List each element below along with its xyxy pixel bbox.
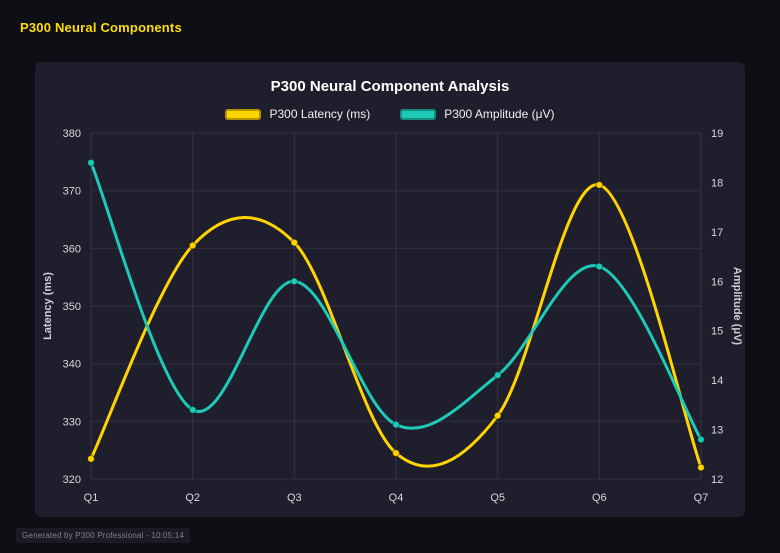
- data-point: [86, 454, 95, 463]
- legend-label: P300 Amplitude (μV): [444, 107, 555, 121]
- right-tick-label: 12: [711, 474, 723, 486]
- right-tick-label: 17: [711, 227, 723, 239]
- series-amplitude: [86, 158, 705, 444]
- x-tick-label: Q3: [287, 492, 302, 504]
- x-tick-label: Q4: [389, 492, 404, 504]
- page-title: P300 Neural Components: [20, 20, 182, 35]
- data-point: [696, 435, 705, 444]
- left-tick-label: 370: [63, 186, 81, 198]
- right-tick-label: 19: [711, 128, 723, 140]
- left-tick-label: 360: [63, 243, 81, 255]
- data-point: [290, 238, 299, 247]
- data-point: [86, 158, 95, 167]
- left-tick-label: 380: [63, 128, 81, 140]
- legend-item-amplitude[interactable]: P300 Amplitude (μV): [400, 107, 555, 121]
- left-tick-label: 350: [63, 301, 81, 313]
- data-point: [392, 449, 401, 458]
- chart-panel: P300 Neural Component Analysis P300 Late…: [35, 62, 745, 517]
- data-point: [290, 277, 299, 286]
- legend-swatch: [225, 108, 262, 120]
- chart-title: P300 Neural Component Analysis: [270, 78, 510, 95]
- series-latency: [86, 180, 705, 472]
- x-tick-label: Q7: [694, 492, 709, 504]
- x-tick-label: Q6: [592, 492, 607, 504]
- right-tick-label: 18: [711, 177, 723, 189]
- chart-legend: P300 Latency (ms) P300 Amplitude (μV): [35, 105, 745, 123]
- data-point: [595, 180, 604, 189]
- data-point: [696, 463, 705, 472]
- data-point: [595, 262, 604, 271]
- chart-grid: [90, 132, 702, 480]
- line-chart: 320 330 340 350 360 370 380 12 13 14 15 16 17 18 19 Q1 Q…: [42, 128, 743, 504]
- left-tick-label: 330: [63, 416, 81, 428]
- data-point: [493, 371, 502, 380]
- footer-note: Generated by P300 Professional - 10:05:1…: [16, 528, 191, 543]
- left-axis-title: Latency (ms): [42, 272, 54, 340]
- right-tick-label: 13: [711, 425, 723, 437]
- x-tick-label: Q1: [84, 492, 99, 504]
- data-point: [392, 420, 401, 429]
- legend-label: P300 Latency (ms): [269, 107, 371, 121]
- axis-ticks: 320 330 340 350 360 370 380 12 13 14 15 16 17 18 19 Q1 Q…: [63, 128, 724, 504]
- right-axis-title: Amplitude (μV): [731, 267, 743, 346]
- legend-item-latency[interactable]: P300 Latency (ms): [225, 107, 370, 121]
- x-tick-label: Q2: [185, 492, 200, 504]
- x-tick-label: Q5: [490, 492, 505, 504]
- right-tick-label: 14: [711, 375, 723, 387]
- left-tick-label: 320: [63, 474, 81, 486]
- data-point: [493, 411, 502, 420]
- legend-swatch: [400, 108, 437, 120]
- data-point: [188, 405, 197, 414]
- data-point: [188, 241, 197, 250]
- right-tick-label: 15: [711, 326, 723, 338]
- left-tick-label: 340: [63, 359, 81, 371]
- right-tick-label: 16: [711, 276, 723, 288]
